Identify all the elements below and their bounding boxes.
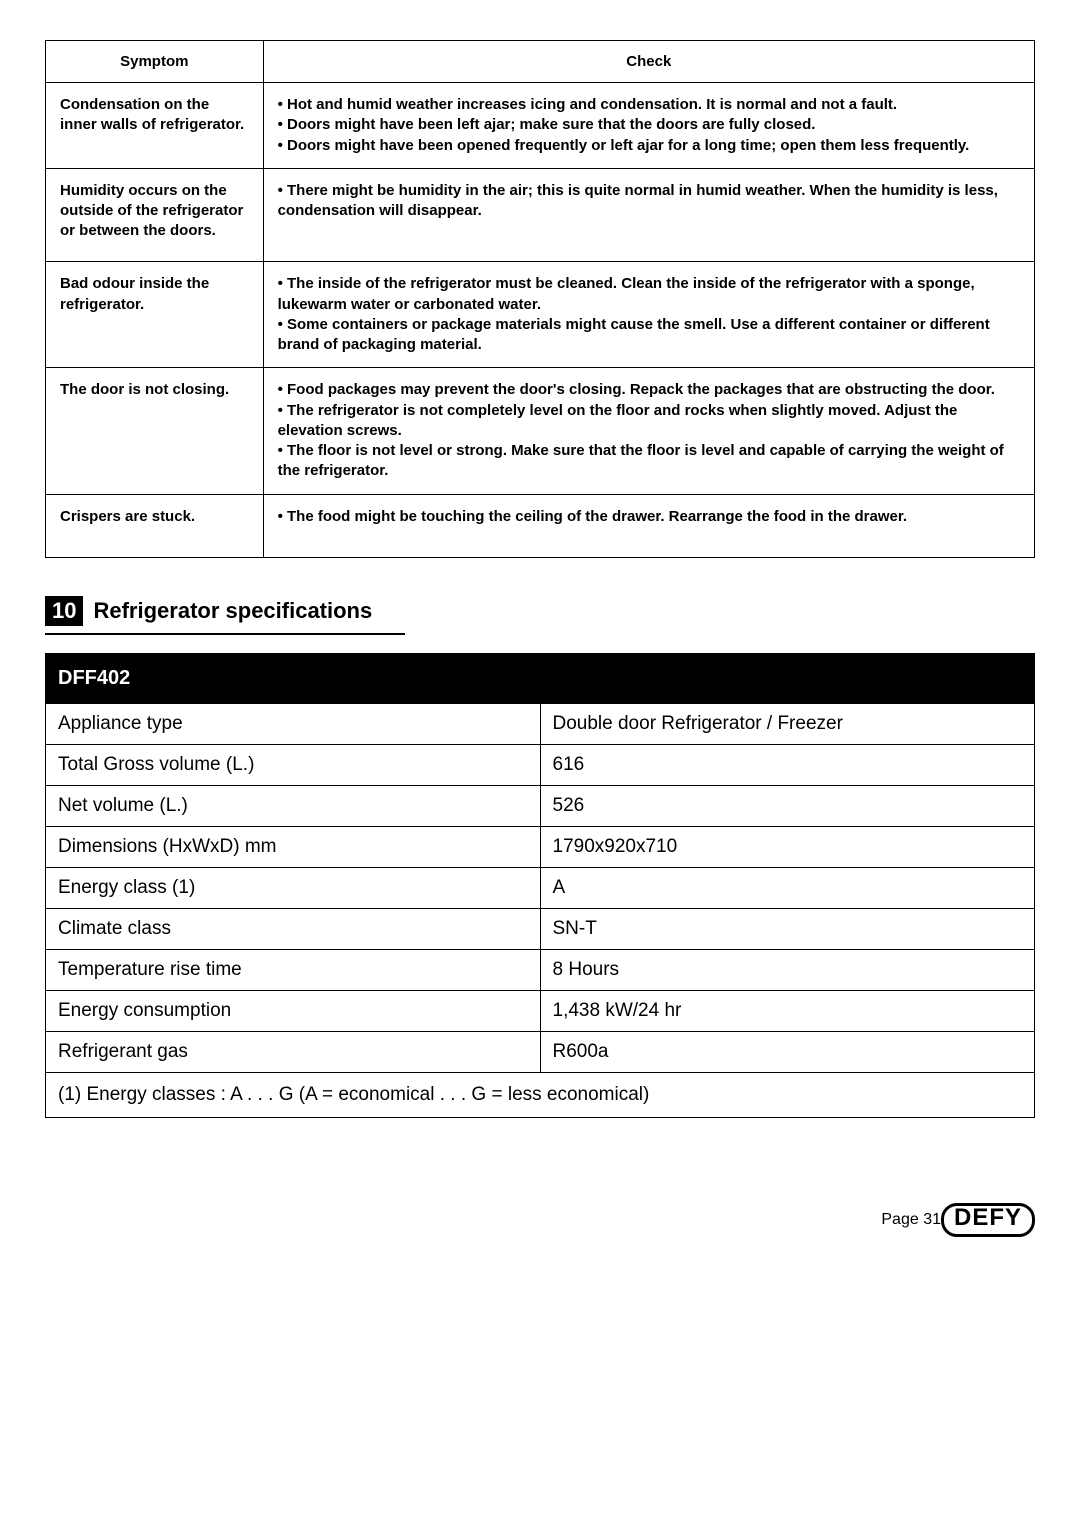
page-number: Page 31 <box>881 1211 941 1229</box>
spec-label: Appliance type <box>46 703 541 744</box>
spec-row: Temperature rise time 8 Hours <box>46 949 1035 990</box>
table-row: Humidity occurs on the outside of the re… <box>46 168 1035 262</box>
symptom-cell: Humidity occurs on the outside of the re… <box>46 168 264 262</box>
spec-value: 526 <box>540 785 1035 826</box>
check-header: Check <box>263 41 1034 83</box>
spec-label: Energy consumption <box>46 990 541 1031</box>
table-row: Bad odour inside the refrigerator. • The… <box>46 262 1035 368</box>
check-cell: • The inside of the refrigerator must be… <box>263 262 1034 368</box>
section-header: 10 Refrigerator specifications <box>45 596 1035 626</box>
section-underline <box>45 633 405 635</box>
spec-value: A <box>540 867 1035 908</box>
section-badge: 10 <box>45 596 83 626</box>
spec-value: SN-T <box>540 908 1035 949</box>
defy-logo: DEFY <box>941 1203 1035 1237</box>
spec-row: Net volume (L.) 526 <box>46 785 1035 826</box>
check-cell: • Hot and humid weather increases icing … <box>263 83 1034 169</box>
spec-row: Climate class SN-T <box>46 908 1035 949</box>
spec-value: R600a <box>540 1031 1035 1072</box>
spec-label: Climate class <box>46 908 541 949</box>
spec-value: 1790x920x710 <box>540 826 1035 867</box>
symptom-cell: Crispers are stuck. <box>46 494 264 557</box>
spec-value: Double door Refrigerator / Freezer <box>540 703 1035 744</box>
check-cell: • There might be humidity in the air; th… <box>263 168 1034 262</box>
check-cell: • Food packages may prevent the door's c… <box>263 368 1034 494</box>
spec-model-row: DFF402 <box>46 653 1035 703</box>
spec-value: 8 Hours <box>540 949 1035 990</box>
spec-row: Appliance type Double door Refrigerator … <box>46 703 1035 744</box>
spec-row: Energy consumption 1,438 kW/24 hr <box>46 990 1035 1031</box>
spec-value: 1,438 kW/24 hr <box>540 990 1035 1031</box>
check-cell: • The food might be touching the ceiling… <box>263 494 1034 557</box>
spec-table: DFF402 Appliance type Double door Refrig… <box>45 653 1035 1118</box>
symptom-cell: The door is not closing. <box>46 368 264 494</box>
spec-row: Energy class (1) A <box>46 867 1035 908</box>
spec-label: Energy class (1) <box>46 867 541 908</box>
spec-row: Refrigerant gas R600a <box>46 1031 1035 1072</box>
spec-footnote: (1) Energy classes : A . . . G (A = econ… <box>46 1072 1035 1117</box>
spec-footnote-row: (1) Energy classes : A . . . G (A = econ… <box>46 1072 1035 1117</box>
spec-row: Total Gross volume (L.) 616 <box>46 744 1035 785</box>
table-row: The door is not closing. • Food packages… <box>46 368 1035 494</box>
section-title: Refrigerator specifications <box>93 598 372 624</box>
spec-row: Dimensions (HxWxD) mm 1790x920x710 <box>46 826 1035 867</box>
spec-label: Refrigerant gas <box>46 1031 541 1072</box>
symptom-header: Symptom <box>46 41 264 83</box>
spec-label: Total Gross volume (L.) <box>46 744 541 785</box>
spec-label: Net volume (L.) <box>46 785 541 826</box>
spec-value: 616 <box>540 744 1035 785</box>
spec-model: DFF402 <box>46 653 1035 703</box>
symptom-cell: Bad odour inside the refrigerator. <box>46 262 264 368</box>
symptom-cell: Condensation on the inner walls of refri… <box>46 83 264 169</box>
table-row: Crispers are stuck. • The food might be … <box>46 494 1035 557</box>
spec-label: Temperature rise time <box>46 949 541 990</box>
table-row: Condensation on the inner walls of refri… <box>46 83 1035 169</box>
troubleshoot-table: Symptom Check Condensation on the inner … <box>45 40 1035 558</box>
spec-label: Dimensions (HxWxD) mm <box>46 826 541 867</box>
